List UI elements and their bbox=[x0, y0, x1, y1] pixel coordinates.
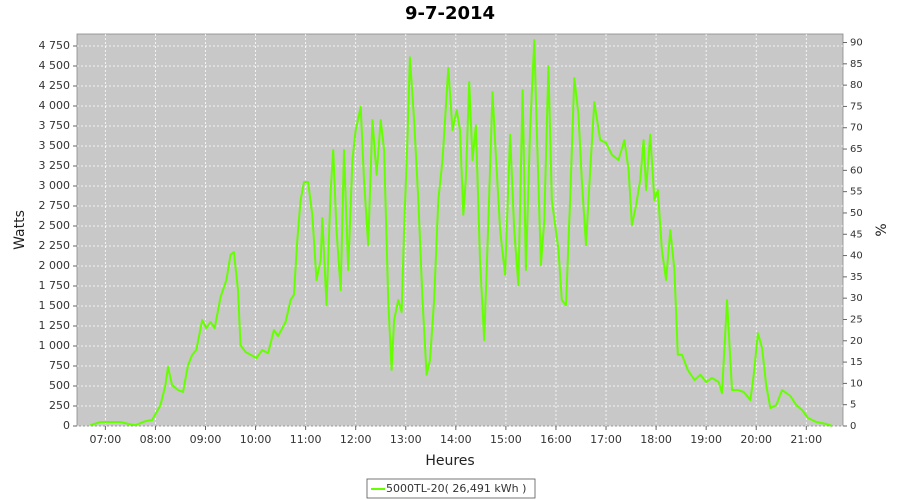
y2-tick-label: 5 bbox=[850, 400, 856, 411]
y2-tick-label: 10 bbox=[850, 378, 863, 389]
plot-area bbox=[76, 33, 844, 427]
x-tick-label: 19:00 bbox=[690, 433, 722, 446]
y2-tick-label: 0 bbox=[850, 421, 856, 432]
x-tick-label: 12:00 bbox=[340, 433, 372, 446]
x-tick-label: 07:00 bbox=[90, 433, 122, 446]
x-tick-label: 16:00 bbox=[540, 433, 572, 446]
y-tick-label: 4 750 bbox=[39, 39, 71, 52]
y2-tick-label: 50 bbox=[850, 208, 863, 219]
y-tick-label: 750 bbox=[49, 359, 70, 372]
x-tick-label: 21:00 bbox=[790, 433, 822, 446]
y-tick-label: 4 250 bbox=[39, 79, 71, 92]
y-tick-label: 3 500 bbox=[39, 139, 71, 152]
y-tick-label: 3 750 bbox=[39, 119, 71, 132]
x-tick-label: 18:00 bbox=[640, 433, 672, 446]
y2-tick-label: 15 bbox=[850, 357, 863, 368]
y2-tick-label: 75 bbox=[850, 101, 863, 112]
y2-tick-label: 35 bbox=[850, 272, 863, 283]
y2-tick-label: 65 bbox=[850, 144, 863, 155]
x-tick-label: 17:00 bbox=[590, 433, 622, 446]
y2-tick-label: 55 bbox=[850, 187, 863, 198]
y-axis-label: Watts bbox=[12, 210, 28, 250]
series-line bbox=[90, 39, 833, 427]
y-tick-label: 1 750 bbox=[39, 279, 71, 292]
x-tick-label: 08:00 bbox=[140, 433, 172, 446]
y-tick-label: 1 500 bbox=[39, 299, 71, 312]
chart-title: 9-7-2014 bbox=[405, 3, 495, 24]
y-tick-label: 2 000 bbox=[39, 259, 71, 272]
y2-tick-label: 70 bbox=[850, 123, 863, 134]
y2-tick-label: 90 bbox=[850, 38, 863, 49]
y2-tick-label: 25 bbox=[850, 314, 863, 325]
y2-tick-label: 20 bbox=[850, 336, 863, 347]
y-tick-label: 0 bbox=[63, 419, 70, 432]
x-tick-label: 15:00 bbox=[490, 433, 522, 446]
x-tick-label: 20:00 bbox=[740, 433, 772, 446]
y2-tick-label: 85 bbox=[850, 59, 863, 70]
y2-tick-label: 45 bbox=[850, 229, 863, 240]
y-tick-label: 1 250 bbox=[39, 319, 71, 332]
y2-tick-label: 60 bbox=[850, 165, 863, 176]
y-tick-label: 250 bbox=[49, 399, 70, 412]
x-tick-label: 11:00 bbox=[290, 433, 322, 446]
x-axis-label: Heures bbox=[425, 453, 474, 469]
y-tick-label: 3 000 bbox=[39, 179, 71, 192]
y2-tick-label: 30 bbox=[850, 293, 863, 304]
y-tick-label: 2 750 bbox=[39, 199, 71, 212]
legend-label: 5000TL-20( 26,491 kWh ) bbox=[386, 482, 526, 495]
y2-axis-label: % bbox=[874, 223, 890, 236]
x-tick-label: 10:00 bbox=[240, 433, 272, 446]
y-tick-label: 3 250 bbox=[39, 159, 71, 172]
y2-tick-label: 80 bbox=[850, 80, 863, 91]
y-tick-label: 2 250 bbox=[39, 239, 71, 252]
y2-tick-label: 40 bbox=[850, 251, 863, 262]
x-tick-label: 09:00 bbox=[190, 433, 222, 446]
y-tick-label: 2 500 bbox=[39, 219, 71, 232]
x-tick-label: 13:00 bbox=[390, 433, 422, 446]
y-tick-label: 1 000 bbox=[39, 339, 71, 352]
y-tick-label: 4 500 bbox=[39, 59, 71, 72]
x-tick-label: 14:00 bbox=[440, 433, 472, 446]
y-tick-label: 500 bbox=[49, 379, 70, 392]
legend bbox=[366, 478, 536, 499]
y-tick-label: 4 000 bbox=[39, 99, 71, 112]
